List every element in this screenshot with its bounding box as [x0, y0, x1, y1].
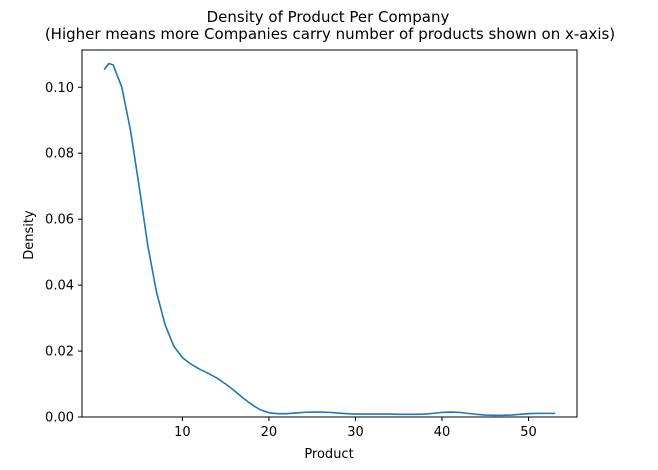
x-tick-label: 30 — [347, 425, 364, 440]
y-tick-label: 0.00 — [45, 411, 74, 426]
y-tick-label: 0.08 — [45, 147, 74, 162]
y-tick-label: 0.10 — [45, 81, 74, 96]
y-tick-label: 0.02 — [45, 345, 74, 360]
plot-area: 10 20 30 40 50 0.00 0.02 0.04 0.06 0.08 0.10 — [45, 49, 578, 440]
x-tick-label: 10 — [174, 425, 191, 440]
chart-subtitle: (Higher means more Companies carry numbe… — [45, 25, 615, 43]
x-tick-label: 40 — [434, 425, 451, 440]
y-tick-label: 0.06 — [45, 213, 74, 228]
chart-title: Density of Product Per Company — [207, 8, 450, 26]
x-axis-label: Product — [304, 447, 353, 462]
x-tick-label: 50 — [520, 425, 537, 440]
x-tick-label: 20 — [261, 425, 278, 440]
y-tick-label: 0.04 — [45, 279, 74, 294]
plot-frame — [81, 49, 578, 418]
y-axis-label: Density — [22, 210, 37, 260]
density-line — [103, 62, 556, 417]
